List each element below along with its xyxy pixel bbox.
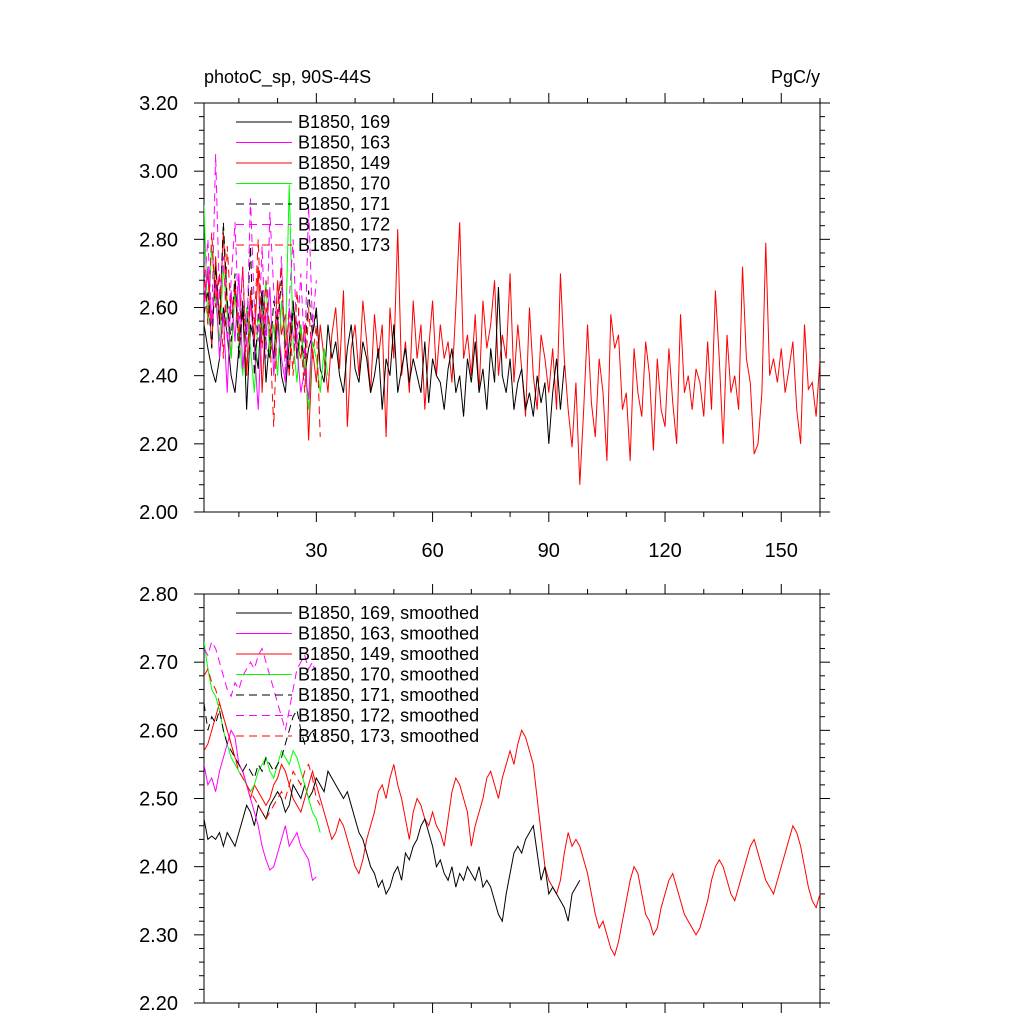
legend-label: B1850, 163, smoothed bbox=[298, 624, 479, 644]
top-panel: 2.00 2.20 2.40 2.60 2.80 3.00 3.20 30 60 90 120 150… bbox=[139, 93, 830, 562]
legend-label: B1850, 173, smoothed bbox=[298, 726, 479, 746]
legend-label: B1850, 173 bbox=[298, 235, 390, 255]
y-tick-label: 3.20 bbox=[139, 93, 178, 115]
legend-label: B1850, 172, smoothed bbox=[298, 706, 479, 726]
y-tick-label: 2.80 bbox=[139, 229, 178, 251]
legend-label: B1850, 169, smoothed bbox=[298, 603, 479, 623]
legend-label: B1850, 163 bbox=[298, 133, 390, 153]
y-tick-label: 2.30 bbox=[139, 925, 178, 947]
x-tick-label: 150 bbox=[765, 540, 798, 562]
series-line-149 bbox=[204, 701, 820, 957]
x-tick-label: 60 bbox=[421, 540, 443, 562]
y-tick-label: 2.60 bbox=[139, 298, 178, 320]
series-line-169 bbox=[204, 287, 565, 444]
y-tick-label: 2.70 bbox=[139, 652, 178, 674]
legend-label: B1850, 172 bbox=[298, 215, 390, 235]
x-tick-label: 120 bbox=[648, 540, 681, 562]
y-tick-label: 3.00 bbox=[139, 161, 178, 183]
x-tick-label: 30 bbox=[305, 540, 327, 562]
series-line-172 bbox=[204, 640, 317, 731]
legend-label: B1850, 149 bbox=[298, 153, 390, 173]
plot-frame bbox=[203, 593, 821, 1004]
y-tick-label: 2.20 bbox=[139, 993, 178, 1015]
legend-label: B1850, 169 bbox=[298, 112, 390, 132]
series-line-163 bbox=[204, 729, 317, 882]
legend-label: B1850, 171, smoothed bbox=[298, 685, 479, 705]
series-line-173 bbox=[204, 667, 321, 820]
chart-title: photoC_sp, 90S-44S bbox=[204, 67, 371, 88]
legend-label: B1850, 171 bbox=[298, 194, 390, 214]
y-tick-label: 2.40 bbox=[139, 857, 178, 879]
y-tick-label: 2.60 bbox=[139, 720, 178, 742]
x-tick-label: 90 bbox=[538, 540, 560, 562]
series-line-169 bbox=[204, 769, 581, 923]
y-tick-label: 2.80 bbox=[139, 584, 178, 606]
y-tick-label: 2.00 bbox=[139, 502, 178, 524]
bottom-panel: 2.20 2.30 2.40 2.50 2.60 2.70 2.80 B1850, 169, … bbox=[139, 584, 830, 1015]
legend-label: B1850, 149, smoothed bbox=[298, 644, 479, 664]
legend-label: B1850, 170 bbox=[298, 174, 390, 194]
y-tick-label: 2.50 bbox=[139, 789, 178, 811]
y-tick-label: 2.40 bbox=[139, 366, 178, 388]
units-label: PgC/y bbox=[771, 67, 820, 87]
y-tick-label: 2.20 bbox=[139, 434, 178, 456]
series-line-171 bbox=[204, 702, 317, 780]
legend-label: B1850, 170, smoothed bbox=[298, 665, 479, 685]
series-line-173 bbox=[204, 232, 321, 438]
